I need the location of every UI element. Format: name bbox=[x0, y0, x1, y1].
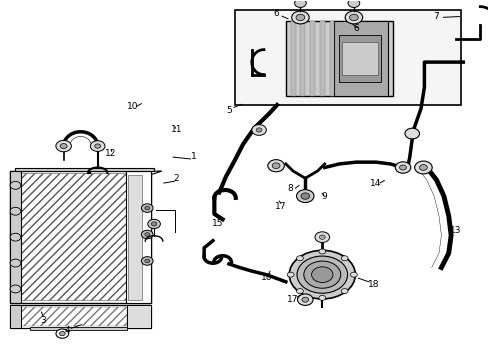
Bar bbox=[125, 171, 151, 303]
Text: 6: 6 bbox=[273, 9, 279, 18]
Circle shape bbox=[147, 219, 160, 229]
Text: 3: 3 bbox=[40, 315, 45, 324]
Bar bbox=[234, 10, 460, 105]
Circle shape bbox=[10, 285, 21, 293]
Circle shape bbox=[311, 267, 332, 283]
Polygon shape bbox=[10, 171, 162, 175]
Circle shape bbox=[287, 272, 293, 277]
Circle shape bbox=[10, 233, 21, 241]
Circle shape bbox=[56, 329, 68, 338]
Circle shape bbox=[399, 165, 406, 170]
Circle shape bbox=[404, 128, 419, 139]
Circle shape bbox=[10, 181, 21, 189]
Circle shape bbox=[141, 230, 153, 239]
Circle shape bbox=[414, 161, 431, 174]
Text: 18: 18 bbox=[367, 280, 378, 289]
Circle shape bbox=[141, 257, 153, 265]
Bar bbox=[10, 171, 21, 303]
Text: 12: 12 bbox=[105, 149, 116, 158]
Bar bbox=[30, 327, 126, 330]
Bar bbox=[13, 173, 126, 300]
Bar bbox=[290, 21, 295, 96]
Circle shape bbox=[144, 233, 149, 236]
Circle shape bbox=[10, 207, 21, 215]
Circle shape bbox=[267, 159, 284, 172]
Text: 1: 1 bbox=[190, 152, 196, 161]
Text: 17: 17 bbox=[275, 202, 286, 211]
Text: 13: 13 bbox=[449, 225, 461, 234]
Circle shape bbox=[59, 332, 65, 336]
Text: 7: 7 bbox=[433, 12, 439, 21]
Bar bbox=[10, 171, 151, 303]
Bar bbox=[309, 21, 314, 96]
Circle shape bbox=[318, 296, 325, 300]
Circle shape bbox=[295, 14, 304, 21]
Circle shape bbox=[56, 140, 71, 152]
Bar bbox=[126, 305, 151, 328]
Text: 9: 9 bbox=[321, 192, 327, 201]
Circle shape bbox=[350, 272, 357, 277]
Circle shape bbox=[95, 144, 101, 148]
Text: 6: 6 bbox=[353, 24, 359, 33]
Circle shape bbox=[296, 256, 303, 261]
Bar bbox=[10, 305, 151, 328]
Text: 8: 8 bbox=[287, 184, 293, 193]
Circle shape bbox=[341, 256, 347, 261]
Text: 15: 15 bbox=[212, 219, 223, 228]
Bar bbox=[127, 175, 142, 300]
Circle shape bbox=[256, 128, 262, 132]
Bar bbox=[329, 21, 334, 96]
Circle shape bbox=[301, 297, 308, 302]
Circle shape bbox=[300, 193, 309, 199]
Circle shape bbox=[144, 206, 149, 210]
Bar bbox=[319, 21, 324, 96]
Circle shape bbox=[272, 163, 280, 168]
Circle shape bbox=[318, 249, 325, 254]
Circle shape bbox=[151, 222, 157, 226]
Circle shape bbox=[144, 259, 149, 263]
Text: 14: 14 bbox=[369, 179, 381, 188]
Circle shape bbox=[10, 259, 21, 267]
Circle shape bbox=[314, 232, 329, 243]
Bar bbox=[300, 21, 305, 96]
Circle shape bbox=[345, 11, 362, 24]
Bar bbox=[285, 21, 392, 96]
Circle shape bbox=[296, 289, 303, 294]
Circle shape bbox=[319, 235, 325, 239]
Bar bbox=[334, 21, 387, 96]
Bar bbox=[13, 307, 126, 327]
Circle shape bbox=[294, 0, 305, 8]
Text: 2: 2 bbox=[173, 174, 179, 183]
Text: 11: 11 bbox=[170, 126, 182, 135]
Circle shape bbox=[296, 256, 347, 293]
Text: 10: 10 bbox=[127, 102, 138, 111]
Polygon shape bbox=[16, 168, 154, 171]
Text: 17: 17 bbox=[287, 295, 298, 304]
Circle shape bbox=[349, 14, 358, 21]
Bar bbox=[10, 305, 21, 328]
Text: 4: 4 bbox=[64, 326, 70, 335]
Circle shape bbox=[90, 141, 105, 152]
Text: 5: 5 bbox=[225, 106, 231, 115]
Circle shape bbox=[251, 125, 266, 135]
Circle shape bbox=[297, 294, 312, 305]
Circle shape bbox=[419, 165, 427, 170]
Circle shape bbox=[341, 289, 347, 294]
Circle shape bbox=[60, 144, 67, 149]
Circle shape bbox=[394, 162, 410, 173]
Bar bbox=[339, 35, 380, 82]
Circle shape bbox=[303, 261, 340, 288]
Circle shape bbox=[288, 250, 355, 299]
Circle shape bbox=[141, 204, 153, 212]
Circle shape bbox=[347, 0, 359, 8]
Circle shape bbox=[291, 11, 308, 24]
Bar bbox=[341, 42, 377, 75]
Circle shape bbox=[296, 190, 313, 203]
Text: 16: 16 bbox=[260, 273, 272, 282]
